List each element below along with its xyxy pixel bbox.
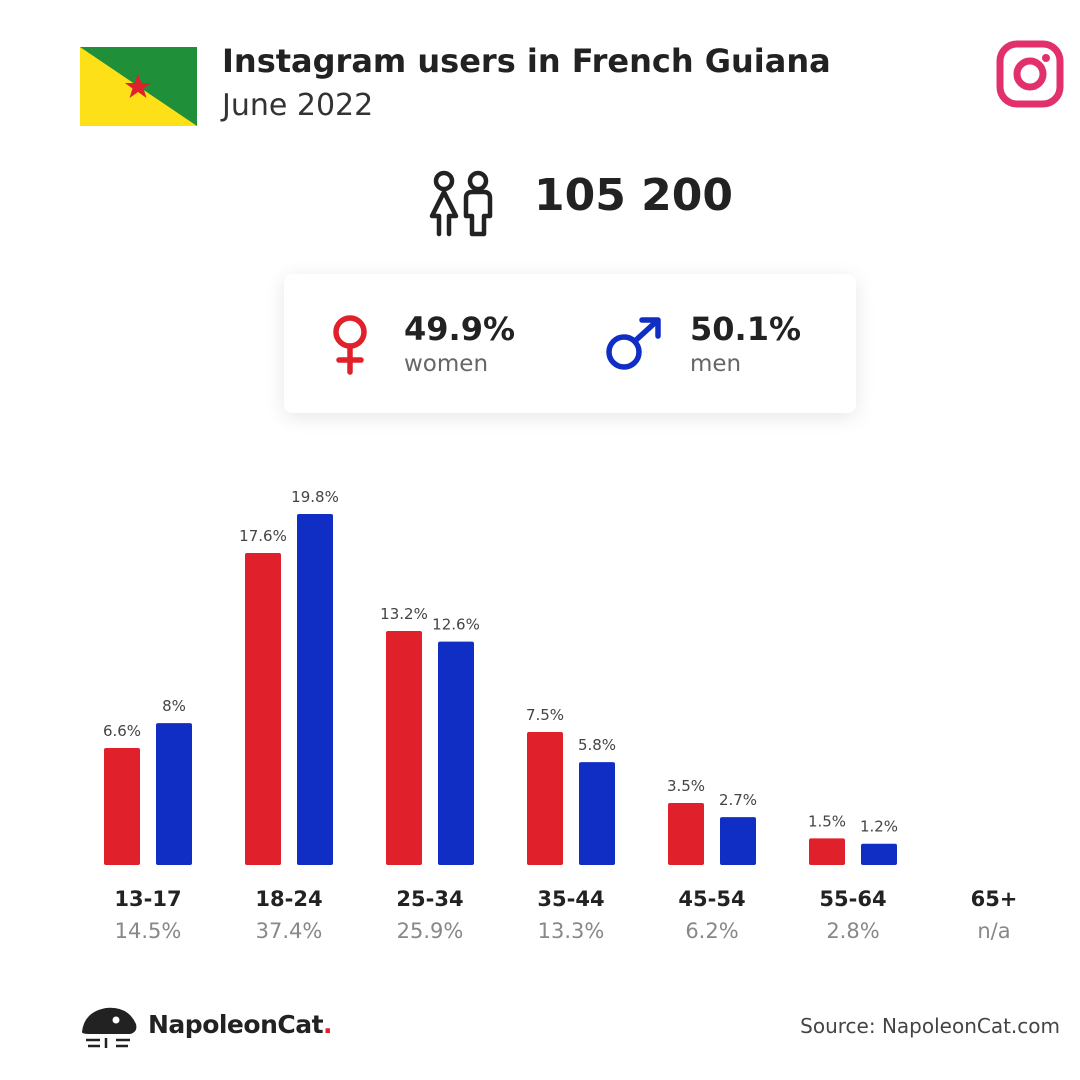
brand-text: NapoleonCat	[148, 1010, 324, 1039]
bar-men-55-64	[861, 843, 897, 865]
male-icon	[606, 317, 661, 370]
bar-label-women-55-64: 1.5%	[808, 812, 846, 830]
category-total-35-44: 13.3%	[538, 919, 605, 943]
bar-women-18-24	[245, 553, 281, 865]
bar-label-women-25-34: 13.2%	[380, 605, 428, 623]
bar-men-13-17	[156, 723, 192, 865]
bar-men-35-44	[579, 762, 615, 865]
bar-label-men-45-54: 2.7%	[719, 791, 757, 809]
bar-women-13-17	[104, 748, 140, 865]
instagram-icon	[996, 40, 1064, 108]
men-percentage: 50.1%	[690, 310, 802, 348]
bar-women-25-34	[386, 631, 422, 865]
category-label-55-64: 55-64	[819, 887, 886, 911]
page-title: Instagram users in French Guiana	[222, 42, 831, 80]
category-label-13-17: 13-17	[114, 887, 181, 911]
category-total-65+: n/a	[977, 919, 1010, 943]
category-total-13-17: 14.5%	[115, 919, 182, 943]
bar-women-35-44	[527, 732, 563, 865]
source-text: Source: NapoleonCat.com	[800, 1014, 1060, 1038]
bar-label-men-55-64: 1.2%	[860, 818, 898, 836]
age-gender-bar-chart: 6.6% 8% 13-17 14.5% 17.6% 19.8% 18-24 37.4% 13.2…	[103, 488, 1018, 943]
bar-men-18-24	[297, 514, 333, 865]
bar-label-women-18-24: 17.6%	[239, 527, 287, 545]
bar-label-men-25-34: 12.6%	[432, 616, 480, 634]
bar-label-women-35-44: 7.5%	[526, 706, 564, 724]
bar-women-45-54	[668, 802, 704, 865]
bar-label-women-13-17: 6.6%	[103, 722, 141, 740]
category-total-55-64: 2.8%	[826, 919, 879, 943]
page-subtitle: June 2022	[222, 88, 374, 123]
category-label-18-24: 18-24	[255, 887, 322, 911]
category-total-25-34: 25.9%	[397, 919, 464, 943]
category-label-35-44: 35-44	[537, 887, 604, 911]
category-total-18-24: 37.4%	[256, 919, 323, 943]
bar-men-25-34	[438, 641, 474, 865]
category-label-65+: 65+	[971, 887, 1018, 911]
men-label: men	[690, 351, 742, 377]
category-label-45-54: 45-54	[678, 887, 745, 911]
bar-label-women-45-54: 3.5%	[667, 777, 705, 795]
people-icon	[429, 170, 493, 237]
napoleoncat-logo-icon	[82, 1007, 137, 1048]
bar-women-55-64	[809, 838, 845, 865]
category-label-25-34: 25-34	[396, 887, 463, 911]
women-label: women	[404, 351, 489, 377]
brand-name: NapoleonCat.	[148, 1010, 333, 1039]
french-guiana-flag-icon	[80, 47, 197, 126]
bar-label-men-18-24: 19.8%	[291, 488, 339, 506]
bar-label-men-35-44: 5.8%	[578, 736, 616, 754]
category-total-45-54: 6.2%	[685, 919, 738, 943]
gender-card	[284, 274, 856, 413]
women-percentage: 49.9%	[404, 310, 516, 348]
bar-men-45-54	[720, 817, 756, 865]
female-icon	[333, 315, 367, 375]
bar-label-men-13-17: 8%	[162, 697, 186, 715]
total-users: 105 200	[534, 170, 734, 221]
brand-dot: .	[323, 1010, 333, 1039]
